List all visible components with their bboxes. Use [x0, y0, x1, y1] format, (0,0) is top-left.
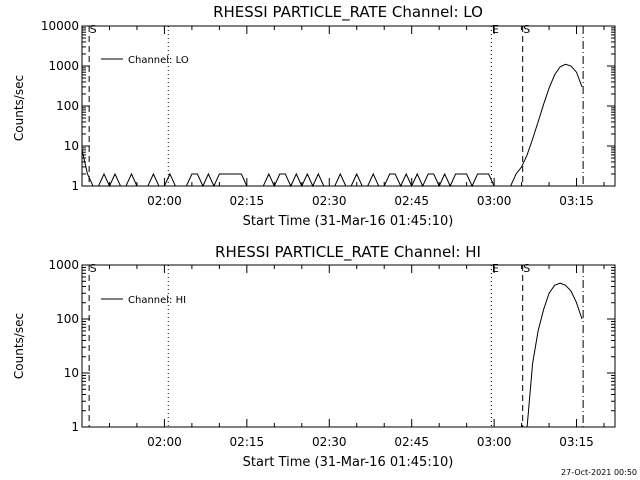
timestamp: 27-Oct-2021 00:50	[561, 468, 637, 477]
y-tick-label: 1	[71, 179, 79, 193]
x-tick-label: 02:00	[147, 194, 182, 208]
data-series-line	[81, 63, 583, 188]
data-series-line	[526, 282, 583, 428]
y-tick-label: 100	[56, 312, 79, 326]
x-tick-label: 03:00	[477, 435, 512, 449]
plot-frame	[81, 25, 616, 187]
x-tick-label: 03:00	[477, 194, 512, 208]
chart-title: RHESSI PARTICLE_RATE Channel: LO	[213, 3, 483, 22]
x-tick-label: 02:45	[394, 435, 429, 449]
chart-title: RHESSI PARTICLE_RATE Channel: HI	[215, 243, 481, 262]
x-tick-label: 02:45	[394, 194, 429, 208]
lo-channel-chart: RHESSI PARTICLE_RATE Channel: LO Start T…	[12, 3, 616, 229]
event-marker-label: S	[90, 23, 97, 36]
plot-frame	[81, 264, 616, 428]
legend-label: Channel: LO	[128, 55, 189, 66]
y-tick-label: 10000	[41, 19, 79, 33]
event-marker-label: E	[492, 23, 499, 36]
y-tick-label: 10	[64, 366, 79, 380]
x-axis-label: Start Time (31-Mar-16 01:45:10)	[243, 214, 454, 229]
legend: Channel: LO	[101, 55, 189, 66]
y-axis-label: Counts/sec	[12, 313, 26, 379]
y-axis-label: Counts/sec	[12, 75, 26, 141]
event-marker-label: S	[90, 262, 97, 275]
y-tick-label: 100	[56, 99, 79, 113]
event-marker-label: S	[523, 262, 530, 275]
event-marker-label: E	[492, 262, 499, 275]
x-tick-label: 03:15	[559, 435, 594, 449]
x-axis-label: Start Time (31-Mar-16 01:45:10)	[243, 455, 454, 470]
x-tick-label: 02:00	[147, 435, 182, 449]
y-tick-label: 1000	[48, 258, 79, 272]
event-marker-label: S	[523, 23, 530, 36]
y-tick-label: 1000	[48, 59, 79, 73]
y-tick-label: 10	[64, 139, 79, 153]
x-tick-label: 02:15	[230, 194, 265, 208]
hi-channel-chart: RHESSI PARTICLE_RATE Channel: HI Start T…	[12, 243, 616, 470]
legend-label: Channel: HI	[128, 295, 186, 306]
x-tick-label: 02:30	[312, 194, 347, 208]
x-tick-label: 02:15	[230, 435, 265, 449]
x-tick-label: 02:30	[312, 435, 347, 449]
x-tick-label: 03:15	[559, 194, 594, 208]
y-tick-label: 1	[71, 420, 79, 434]
legend: Channel: HI	[101, 295, 186, 306]
